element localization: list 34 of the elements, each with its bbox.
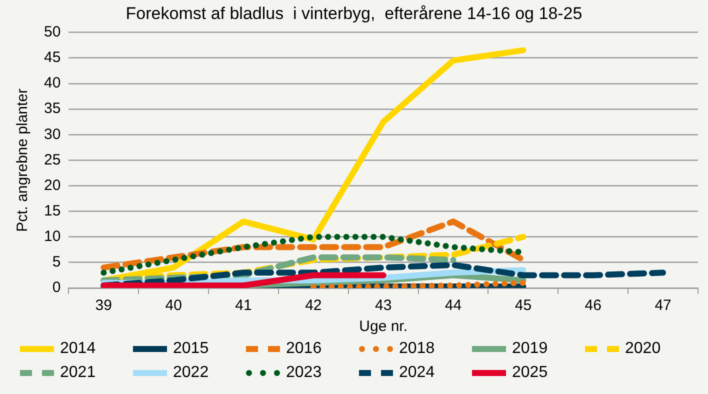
- legend-label: 2015: [173, 340, 209, 358]
- legend-label: 2014: [60, 340, 96, 358]
- legend-label: 2020: [625, 340, 661, 358]
- x-tick-label: 46: [584, 297, 602, 314]
- chart-title: Forekomst af bladlus i vinterbyg, efterårene 14-16 og 18-25: [126, 4, 582, 23]
- x-tick-label: 45: [514, 297, 532, 314]
- y-tick-label: 30: [44, 126, 61, 143]
- legend-label: 2022: [173, 364, 209, 382]
- y-tick-label: 35: [44, 100, 61, 118]
- x-tick-label: 41: [235, 297, 252, 314]
- x-tick-label: 44: [444, 297, 462, 314]
- x-tick-label: 39: [95, 297, 112, 314]
- x-tick-label: 47: [654, 297, 672, 314]
- x-axis-title: Uge nr.: [359, 318, 408, 336]
- legend-label: 2021: [60, 364, 96, 382]
- legend-label: 2018: [399, 340, 435, 358]
- y-tick-label: 0: [52, 279, 61, 296]
- legend-label: 2016: [286, 340, 322, 358]
- y-tick-label: 40: [44, 74, 61, 92]
- legend-label: 2024: [399, 364, 435, 382]
- y-tick-label: 10: [44, 228, 61, 246]
- x-tick-label: 43: [375, 297, 392, 314]
- y-tick-label: 45: [44, 49, 61, 66]
- y-tick-label: 20: [44, 176, 61, 194]
- y-tick-label: 5: [52, 254, 61, 271]
- y-tick-label: 25: [44, 151, 61, 168]
- x-tick-label: 42: [305, 297, 322, 314]
- x-tick-label: 40: [165, 297, 182, 314]
- y-axis-title: Pct. angrebne planter: [14, 88, 32, 232]
- legend-label: 2023: [286, 364, 322, 382]
- y-tick-label: 50: [44, 24, 61, 41]
- legend-label: 2025: [512, 364, 548, 382]
- y-tick-label: 15: [44, 202, 61, 220]
- legend-label: 2019: [512, 340, 548, 358]
